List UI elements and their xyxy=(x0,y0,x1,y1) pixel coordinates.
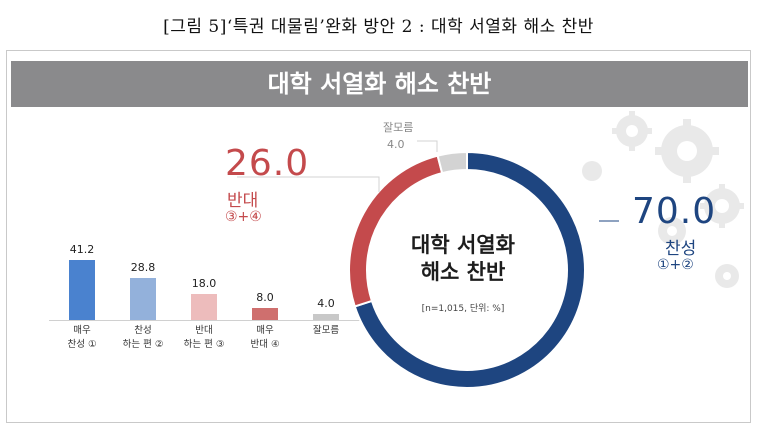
bar-category-label: 매우 찬성 ① xyxy=(67,325,97,350)
bar-value-label: 18.0 xyxy=(191,276,217,290)
figure-caption: [그림 5]‘특권 대물림’완화 방안 2 : 대학 서열화 해소 찬반 xyxy=(163,17,594,37)
banner-title: 대학 서열화 해소 찬반 xyxy=(267,70,492,98)
chart-panel: 대학 서열화 해소 찬반 41.2 매우 찬성 ① 28.8 찬성 하는 편 ② 18.0 반… xyxy=(6,50,751,423)
bar-value-label: 41.2 xyxy=(69,243,95,256)
bar-baseline xyxy=(49,320,369,321)
donut-chart xyxy=(237,140,619,389)
agree-sub-label: ①+② xyxy=(657,257,694,273)
donut-slice-3 xyxy=(436,150,468,175)
title-banner: 대학 서열화 해소 찬반 xyxy=(11,61,748,107)
bar-category-label: 매우 반대 ④ xyxy=(250,325,280,350)
unsure-leader-line xyxy=(417,140,438,152)
agree-value: 70.0 xyxy=(632,191,717,232)
unsure-value: 4.0 xyxy=(387,138,405,151)
bar-category-label: 반대 하는 편 ③ xyxy=(183,325,225,350)
bar-value-label: 8.0 xyxy=(256,291,274,305)
gears-decoration xyxy=(582,111,744,288)
bar-4 xyxy=(252,308,278,320)
oppose-label: 반대 xyxy=(227,191,259,211)
unsure-label: 잘모름 xyxy=(383,121,414,134)
donut-note: [n=1,015, 단위: %] xyxy=(421,304,505,314)
donut-center-line1: 대학 서열화 xyxy=(411,233,515,257)
bar-value-label: 4.0 xyxy=(317,297,335,311)
bar-category-label: 찬성 하는 편 ② xyxy=(122,325,164,350)
bar-category-label: 잘모름 xyxy=(312,325,340,336)
bar-value-label: 28.8 xyxy=(130,261,156,275)
oppose-value: 26.0 xyxy=(225,143,310,184)
oppose-leader-line xyxy=(237,176,380,192)
bar-1 xyxy=(69,260,95,320)
bar-2 xyxy=(130,278,156,320)
donut-center-line2: 해소 찬반 xyxy=(420,260,506,284)
donut-slice-1 xyxy=(353,150,586,389)
bar-5 xyxy=(313,314,339,320)
oppose-sub-label: ③+④ xyxy=(225,209,262,225)
donut-center-title: 대학 서열화 해소 찬반 xyxy=(388,232,538,286)
agree-label: 찬성 xyxy=(665,239,697,259)
bar-3 xyxy=(191,293,217,320)
